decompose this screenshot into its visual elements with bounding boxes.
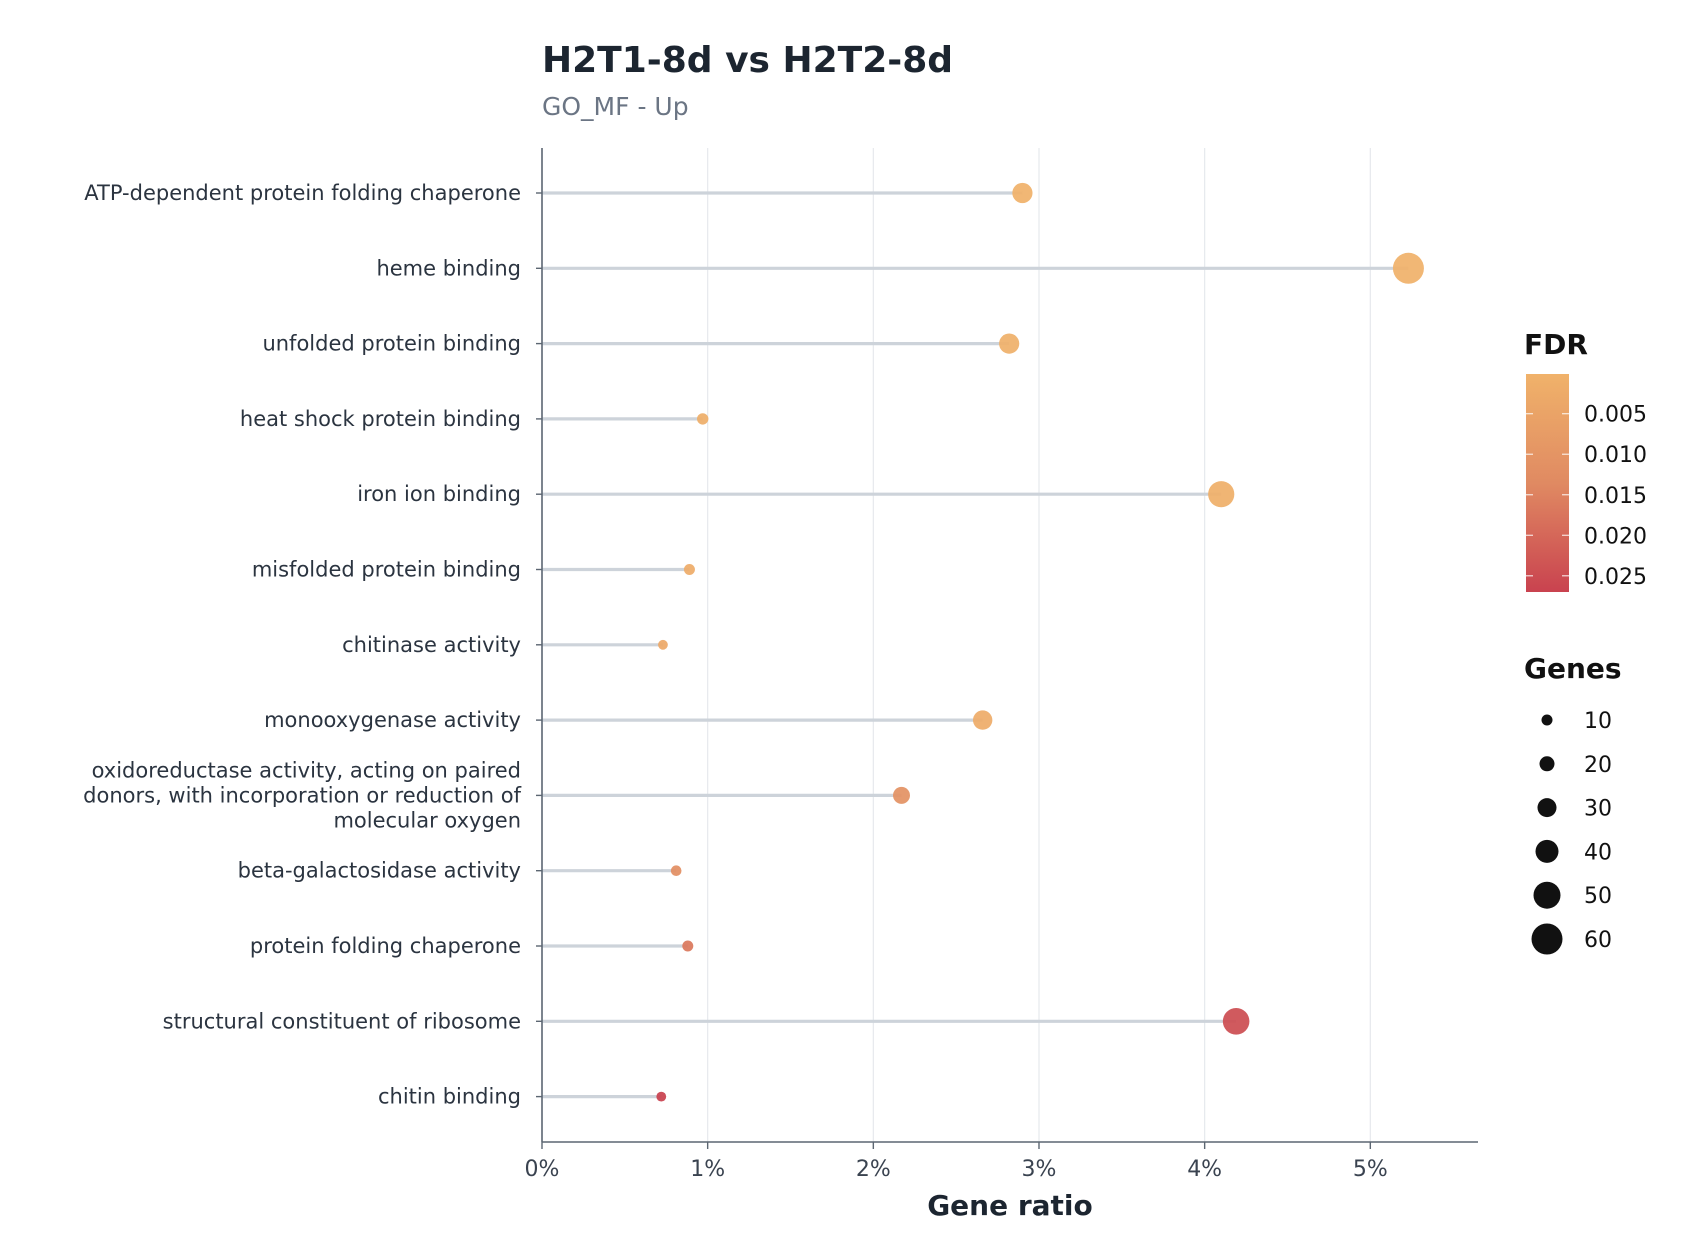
point xyxy=(892,786,910,804)
y-tick-label-line: structural constituent of ribosome xyxy=(163,1009,521,1033)
y-tick-label: heme binding xyxy=(376,256,521,280)
point xyxy=(658,639,668,650)
x-tick-label: 3% xyxy=(1022,1157,1057,1182)
point xyxy=(683,564,695,575)
y-tick-label: unfolded protein binding xyxy=(262,332,521,356)
grid xyxy=(707,148,1371,1142)
point xyxy=(682,940,694,952)
fdr-tick-label: 0.005 xyxy=(1584,403,1647,428)
y-tick-label: chitinase activity xyxy=(342,633,521,657)
genes-legend-label: 50 xyxy=(1584,884,1612,909)
point xyxy=(670,865,682,876)
genes-legend: Genes 10 20 30 40 50 60 xyxy=(1524,652,1622,955)
y-tick-label-line: chitinase activity xyxy=(342,633,521,657)
y-tick-label: chitin binding xyxy=(378,1085,521,1109)
y-tick-label: monooxygenase activity xyxy=(264,708,521,732)
point xyxy=(1222,1008,1250,1035)
y-tick-label-line: chitin binding xyxy=(378,1085,521,1109)
point xyxy=(656,1091,667,1102)
point xyxy=(1012,182,1033,204)
axes xyxy=(536,148,1478,1143)
x-tick-label: 4% xyxy=(1187,1157,1222,1182)
point xyxy=(972,710,993,730)
genes-legend-dot xyxy=(1541,714,1553,726)
fdr-tick-label: 0.015 xyxy=(1584,484,1647,509)
x-axis-ticks: 0% 1% 2% 3% 4% 5% xyxy=(525,1142,1388,1182)
genes-legend-label: 20 xyxy=(1584,753,1612,778)
x-tick-label: 5% xyxy=(1353,1157,1388,1182)
y-tick-label-line: misfolded protein binding xyxy=(252,558,521,582)
x-tick-label: 1% xyxy=(690,1157,725,1182)
y-tick-label-line: beta-galactosidase activity xyxy=(238,859,521,883)
y-tick-label-line: oxidoreductase activity, acting on paire… xyxy=(92,758,521,782)
genes-legend-dot xyxy=(1531,923,1563,955)
points xyxy=(656,182,1424,1102)
genes-legend-dot xyxy=(1533,881,1561,909)
fdr-tick-label: 0.010 xyxy=(1584,443,1647,468)
fdr-tick-label: 0.025 xyxy=(1584,565,1647,590)
x-tick-label: 2% xyxy=(856,1157,891,1182)
y-tick-label-line: donors, with incorporation or reduction … xyxy=(83,783,521,807)
point xyxy=(1208,481,1235,508)
genes-legend-dot xyxy=(1537,798,1557,818)
genes-legend-label: 30 xyxy=(1584,797,1612,822)
stems xyxy=(542,191,1409,1099)
y-tick-label-line: heme binding xyxy=(376,256,521,280)
genes-legend-dot xyxy=(1539,756,1555,772)
genes-legend-title: Genes xyxy=(1524,652,1622,685)
y-axis-labels: ATP-dependent protein folding chaperone h… xyxy=(83,181,521,1109)
genes-legend-dot xyxy=(1535,839,1559,863)
genes-legend-label: 40 xyxy=(1584,840,1612,865)
y-tick-label-line: molecular oxygen xyxy=(333,808,521,832)
y-tick-label: iron ion binding xyxy=(357,482,521,506)
fdr-colorbar xyxy=(1526,374,1569,592)
y-tick-label: misfolded protein binding xyxy=(252,558,521,582)
point xyxy=(696,413,709,425)
chart-title: H2T1-8d vs H2T2-8d xyxy=(542,40,953,81)
fdr-legend: FDR 0.005 0.010 0.015 0.020 0.025 xyxy=(1524,328,1647,592)
x-axis-title: Gene ratio xyxy=(927,1189,1093,1222)
y-tick-label-line: protein folding chaperone xyxy=(250,934,521,958)
genes-legend-label: 60 xyxy=(1584,928,1612,953)
y-tick-label: oxidoreductase activity, acting on paire… xyxy=(83,758,521,832)
y-tick-label-line: heat shock protein binding xyxy=(240,407,521,431)
chart-subtitle: GO_MF - Up xyxy=(542,92,689,121)
y-tick-label: beta-galactosidase activity xyxy=(238,859,521,883)
point xyxy=(1392,252,1424,284)
point xyxy=(999,333,1020,354)
fdr-tick-label: 0.020 xyxy=(1584,524,1647,549)
y-tick-label: heat shock protein binding xyxy=(240,407,521,431)
y-tick-label: ATP-dependent protein folding chaperone xyxy=(84,181,521,205)
y-tick-label: structural constituent of ribosome xyxy=(163,1009,521,1033)
y-tick-label-line: ATP-dependent protein folding chaperone xyxy=(84,181,521,205)
y-tick-label-line: monooxygenase activity xyxy=(264,708,521,732)
x-tick-label: 0% xyxy=(525,1157,560,1182)
y-tick-label: protein folding chaperone xyxy=(250,934,521,958)
y-tick-label-line: iron ion binding xyxy=(357,482,521,506)
genes-legend-label: 10 xyxy=(1584,709,1612,734)
fdr-legend-title: FDR xyxy=(1524,328,1588,361)
y-tick-label-line: unfolded protein binding xyxy=(262,332,521,356)
